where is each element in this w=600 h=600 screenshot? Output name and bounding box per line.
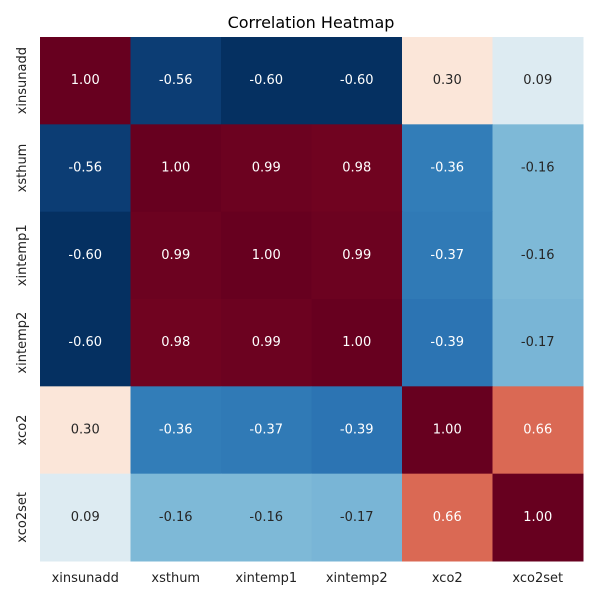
x-axis-tick-labels: xinsunadd xsthum xintemp1 xintemp2 xco2 xco2s…: [52, 571, 564, 586]
heatmap-cell-xco2-xsthum: [130, 386, 222, 475]
heatmap-cell-xco2-xco2set: [492, 386, 584, 475]
heatmap-cell-xco2set-xintemp1: [221, 473, 312, 562]
y-tick-label-xintemp1: xintemp1: [15, 224, 30, 286]
heatmap-cells: [40, 37, 584, 562]
heatmap-cell-xsthum-xintemp1: [221, 124, 312, 213]
cell-value-label: -0.56: [159, 73, 193, 88]
y-tick-label-xco2: xco2: [15, 415, 30, 446]
heatmap-cell-xinsunadd-xco2set: [492, 37, 584, 125]
cell-value-label: 0.09: [523, 73, 552, 88]
cell-value-label: -0.37: [430, 248, 464, 263]
heatmap-cell-xsthum-xinsunadd: [40, 124, 131, 213]
cell-value-label: 0.99: [342, 248, 371, 263]
heatmap-cell-xinsunadd-xintemp2: [311, 37, 403, 125]
cell-value-label: -0.16: [521, 161, 555, 176]
cell-value-label: -0.36: [430, 161, 464, 176]
heatmap-cell-xsthum-xsthum: [130, 124, 222, 213]
cell-value-label: 0.99: [252, 335, 281, 350]
heatmap-cell-xintemp1-xintemp1: [221, 211, 312, 300]
cell-value-label: -0.56: [68, 161, 102, 176]
cell-value-label: 1.00: [342, 335, 371, 350]
cell-value-label: -0.60: [340, 73, 374, 88]
cell-value-label: -0.36: [159, 423, 193, 438]
heatmap-cell-xinsunadd-xinsunadd: [40, 37, 131, 125]
cell-value-label: -0.60: [68, 335, 102, 350]
x-tick-label-xintemp2: xintemp2: [326, 571, 388, 586]
y-tick-label-xinsunadd: xinsunadd: [15, 47, 30, 114]
cell-value-label: -0.16: [159, 510, 193, 525]
heatmap-cell-xintemp1-xinsunadd: [40, 211, 131, 300]
y-axis-tick-labels: xinsunadd xsthum xintemp1 xintemp2 xco2 xco2s…: [15, 47, 30, 543]
cell-value-label: -0.60: [249, 73, 283, 88]
heatmap-cell-xco2-xintemp1: [221, 386, 312, 475]
cell-value-label: -0.39: [430, 335, 464, 350]
heatmap-cell-xco2set-xco2set: [492, 473, 584, 562]
cell-value-label: 1.00: [433, 423, 462, 438]
heatmap-cell-xinsunadd-xintemp1: [221, 37, 312, 125]
x-tick-label-xco2: xco2: [432, 571, 463, 586]
heatmap-cell-xinsunadd-xsthum: [130, 37, 222, 125]
heatmap-cell-xintemp2-xintemp1: [221, 299, 312, 387]
heatmap-cell-xintemp1-xco2: [402, 211, 493, 300]
heatmap-cell-xintemp2-xco2: [402, 299, 493, 387]
heatmap-cell-xco2-xco2: [402, 386, 493, 475]
cell-value-label: 0.66: [523, 423, 552, 438]
y-tick-label-xsthum: xsthum: [15, 144, 30, 193]
y-tick-label-xco2set: xco2set: [15, 492, 30, 543]
cell-value-label: 0.98: [342, 161, 371, 176]
x-tick-label-xintemp1: xintemp1: [235, 571, 297, 586]
heatmap-cell-xsthum-xco2set: [492, 124, 584, 213]
heatmap-cell-xsthum-xco2: [402, 124, 493, 213]
cell-value-label: 1.00: [71, 73, 100, 88]
cell-value-label: 1.00: [161, 161, 190, 176]
heatmap-cell-labels: 1.00 -0.56 -0.60 -0.60 0.30 0.09 -0.56 1.00 0.99…: [68, 73, 554, 525]
cell-value-label: 0.30: [433, 73, 462, 88]
heatmap-cell-xintemp2-xintemp2: [311, 299, 403, 387]
cell-value-label: -0.39: [340, 423, 374, 438]
cell-value-label: 0.98: [161, 335, 190, 350]
cell-value-label: 1.00: [523, 510, 552, 525]
heatmap-cell-xsthum-xintemp2: [311, 124, 403, 213]
y-tick-label-xintemp2: xintemp2: [15, 312, 30, 374]
cell-value-label: -0.16: [249, 510, 283, 525]
x-tick-label-xinsunadd: xinsunadd: [52, 571, 119, 586]
cell-value-label: 0.09: [71, 510, 100, 525]
cell-value-label: 0.99: [252, 161, 281, 176]
cell-value-label: -0.60: [68, 248, 102, 263]
cell-value-label: 0.99: [161, 248, 190, 263]
heatmap-cell-xintemp1-xintemp2: [311, 211, 403, 300]
chart-title: Correlation Heatmap: [228, 13, 395, 32]
cell-value-label: -0.37: [249, 423, 283, 438]
heatmap-cell-xco2set-xinsunadd: [40, 473, 131, 562]
cell-value-label: 0.30: [71, 423, 100, 438]
heatmap-cell-xintemp2-xco2set: [492, 299, 584, 387]
cell-value-label: -0.16: [521, 248, 555, 263]
heatmap-cell-xintemp1-xco2set: [492, 211, 584, 300]
heatmap-cell-xintemp1-xsthum: [130, 211, 222, 300]
cell-value-label: -0.17: [521, 335, 555, 350]
heatmap-cell-xintemp2-xinsunadd: [40, 299, 131, 387]
heatmap-cell-xco2-xinsunadd: [40, 386, 131, 475]
cell-value-label: 0.66: [433, 510, 462, 525]
cell-value-label: -0.17: [340, 510, 374, 525]
heatmap-cell-xinsunadd-xco2: [402, 37, 493, 125]
x-tick-label-xsthum: xsthum: [151, 571, 200, 586]
heatmap-cell-xco2set-xsthum: [130, 473, 222, 562]
heatmap-cell-xco2set-xco2: [402, 473, 493, 562]
heatmap-cell-xco2-xintemp2: [311, 386, 403, 475]
cell-value-label: 1.00: [252, 248, 281, 263]
heatmap-cell-xintemp2-xsthum: [130, 299, 222, 387]
heatmap-cell-xco2set-xintemp2: [311, 473, 403, 562]
x-tick-label-xco2set: xco2set: [512, 571, 563, 586]
